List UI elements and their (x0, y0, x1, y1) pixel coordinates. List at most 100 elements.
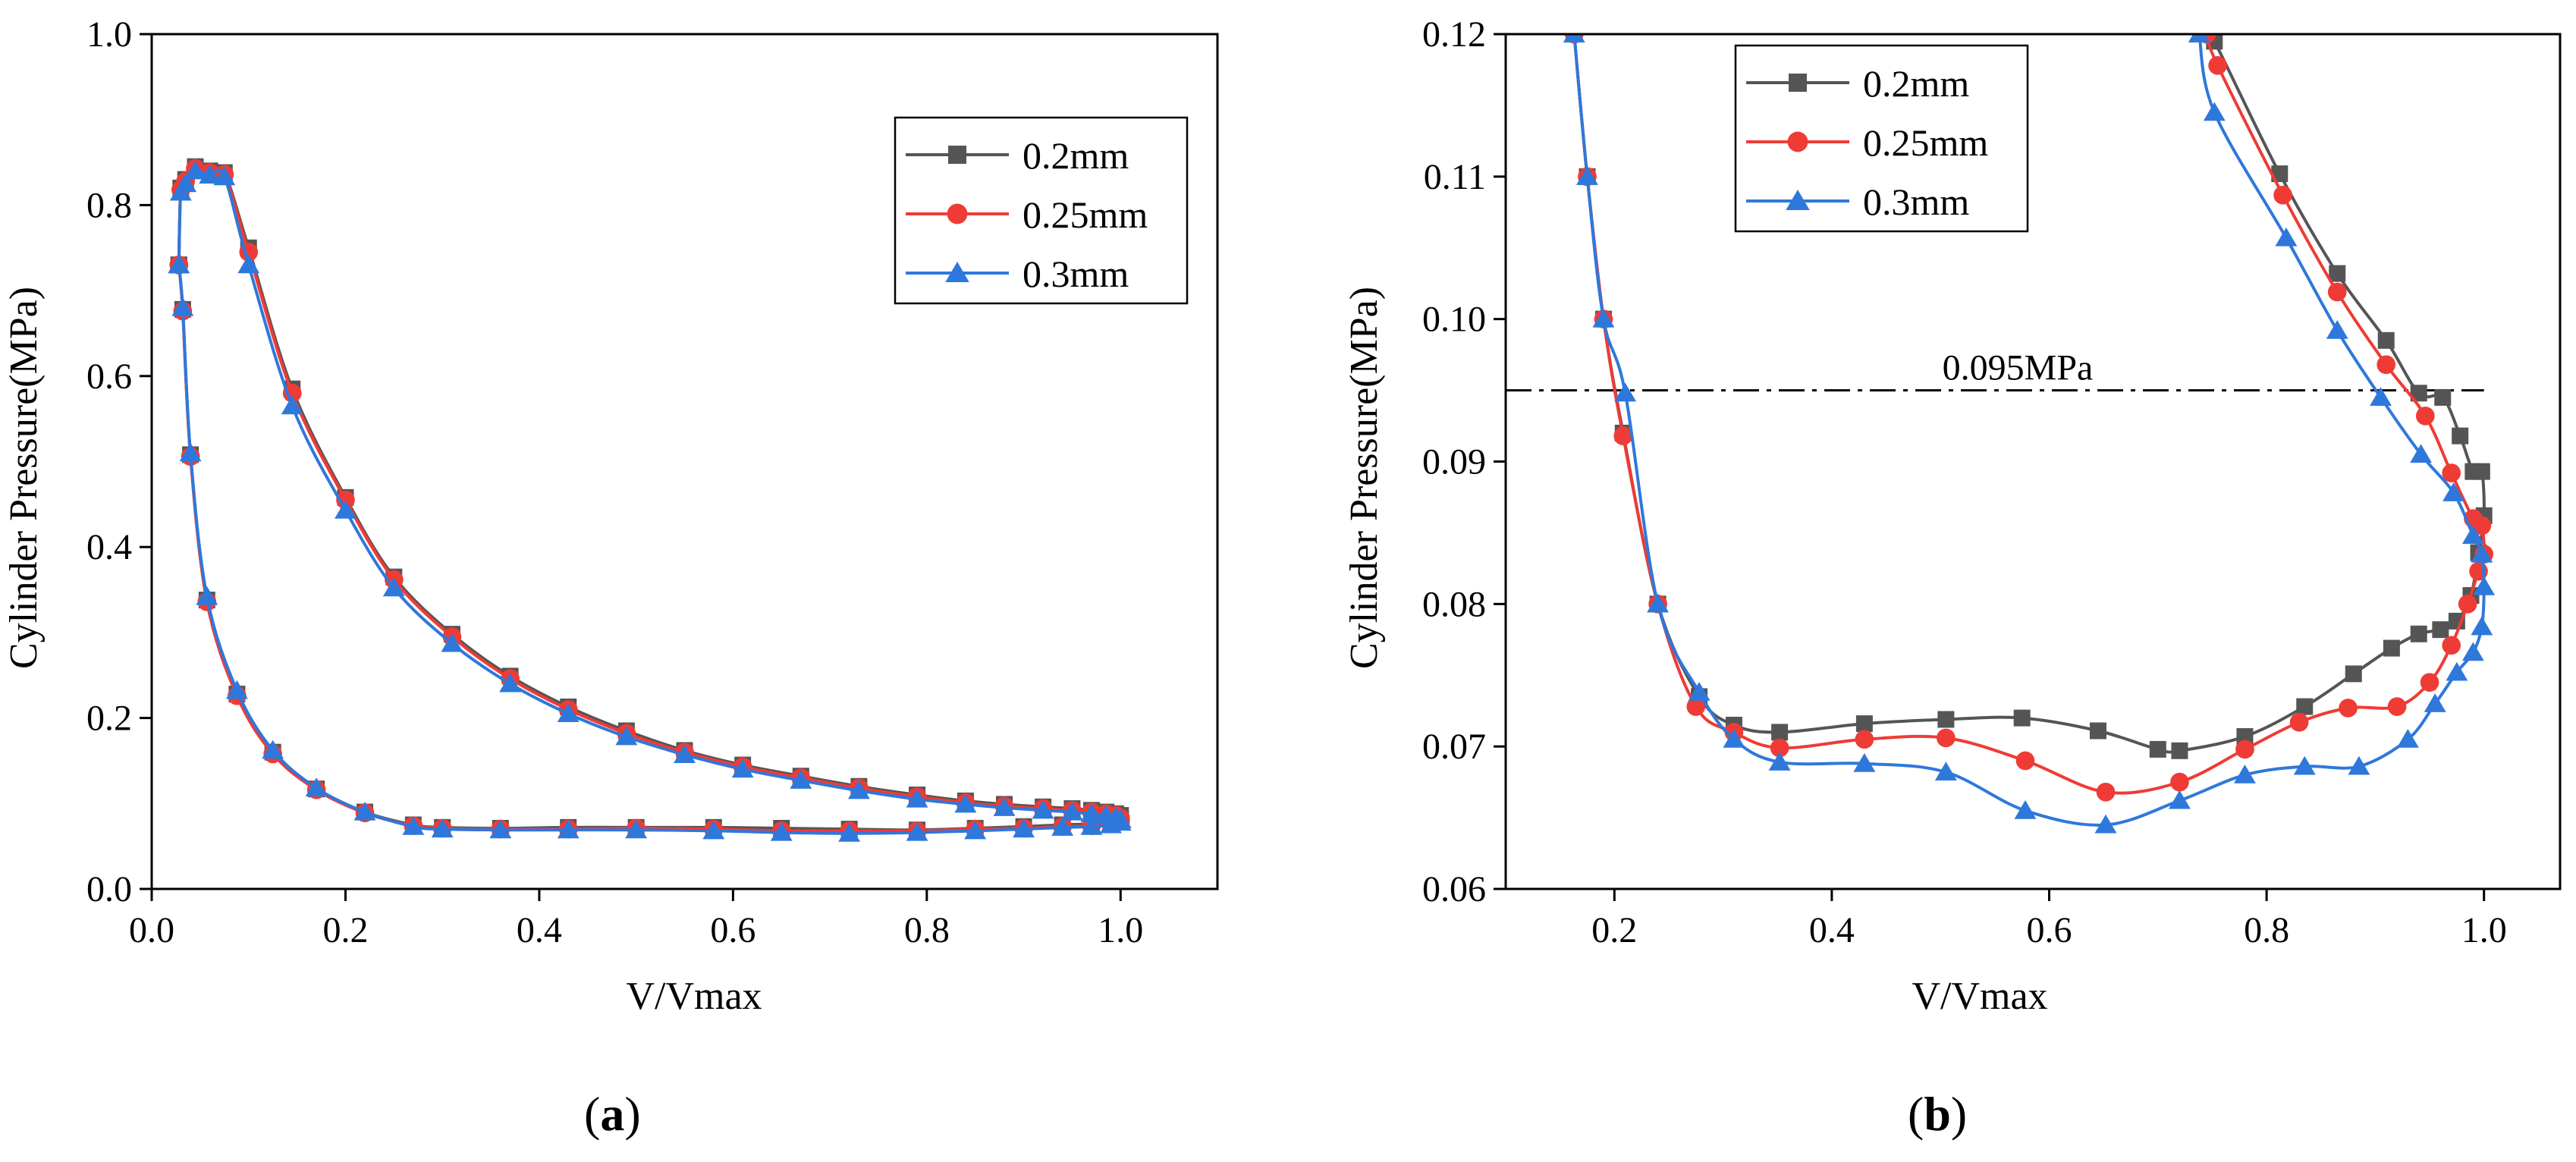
data-point-0.3mm (557, 703, 580, 722)
y-tick-label: 0.11 (1424, 157, 1486, 197)
panel-a-legend-label-0: 0.2mm (1023, 134, 1129, 177)
y-tick-label: 0.6 (86, 356, 132, 397)
data-point-0.3mm (262, 740, 284, 759)
data-point-0.3mm (790, 770, 812, 789)
data-point-0.3mm (674, 744, 696, 764)
data-point-0.3mm (2169, 790, 2191, 809)
data-point-0.25mm (2339, 699, 2358, 718)
data-point-0.25mm (1686, 697, 1706, 716)
data-point-0.2mm (2345, 665, 2362, 683)
data-point-0.2mm (2464, 463, 2482, 480)
x-tick-label: 1.0 (2461, 910, 2507, 950)
data-point-0.3mm (2293, 755, 2316, 775)
data-point-0.3mm (179, 442, 202, 462)
data-point-0.2mm (2013, 709, 2031, 727)
panel-b-legend-label-1: 0.25mm (1863, 121, 1988, 164)
data-point-0.3mm (1768, 752, 1791, 771)
panel-a-label-letter: a (600, 1087, 624, 1141)
panel-b-reference-label: 0.095MPa (1943, 348, 2094, 388)
data-point-0.3mm (1647, 593, 1670, 613)
y-tick-label: 1.0 (86, 14, 132, 55)
data-point-0.3mm (1688, 682, 1711, 701)
data-point-0.2mm (2432, 621, 2449, 639)
panel-b-chart: 0.2 0.4 0.6 0.8 1.0 0.06 0.07 0.08 0.09 0.10 0.11 0… (1343, 14, 2562, 1141)
data-point-0.3mm (702, 820, 725, 840)
y-tick-label: 0.4 (86, 527, 132, 567)
data-point-0.3mm (2410, 444, 2433, 463)
data-point-0.3mm (2275, 227, 2298, 247)
data-point-0.3mm (1723, 729, 1745, 748)
data-point-0.2mm (2089, 722, 2106, 740)
panel-a-y-axis-title: Cylinder Pressure(MPa) (2, 287, 46, 669)
data-point-0.3mm (1013, 818, 1035, 838)
data-point-0.3mm (906, 788, 928, 808)
data-point-0.3mm (1563, 34, 1585, 42)
panel-b-legend: 0.2mm 0.25mm 0.3mm (1734, 44, 2029, 233)
x-tick-label: 0.6 (710, 910, 756, 950)
data-point-0.3mm (2188, 34, 2210, 42)
panel-a-label: (a) (584, 1087, 641, 1141)
data-point-0.25mm (2377, 355, 2396, 375)
data-point-0.3mm (2446, 661, 2468, 681)
data-point-0.3mm (2471, 616, 2493, 636)
data-point-0.2mm (2236, 728, 2254, 746)
y-tick-label: 0.07 (1422, 727, 1486, 767)
y-tick-label: 0.0 (86, 869, 132, 909)
y-tick-label: 0.2 (86, 699, 132, 739)
data-point-0.3mm (2233, 764, 2256, 784)
data-point-0.25mm (2442, 463, 2461, 482)
data-point-0.3mm (625, 819, 648, 839)
data-point-0.25mm (1770, 738, 1789, 758)
panel-a-axes-frame (150, 33, 1219, 890)
x-tick-label: 1.0 (1098, 910, 1143, 950)
legend-marker-0.3mm (945, 262, 969, 282)
series-line-0.3mm (1572, 34, 2486, 827)
data-point-0.3mm (499, 673, 522, 692)
data-point-0.25mm (2015, 751, 2035, 771)
data-point-0.2mm (2383, 639, 2400, 657)
data-point-0.2mm (2149, 740, 2166, 758)
panel-b-label-letter: b (1924, 1087, 1951, 1141)
x-tick-label: 0.0 (129, 910, 174, 950)
panel-b-plot-area (1506, 34, 2496, 834)
data-point-0.3mm (1051, 817, 1074, 836)
data-point-0.3mm (1060, 801, 1083, 821)
data-point-0.3mm (847, 780, 870, 799)
data-point-0.3mm (353, 801, 376, 821)
data-point-0.2mm (2296, 698, 2314, 715)
data-point-0.3mm (174, 173, 197, 193)
data-point-0.3mm (1576, 166, 1598, 185)
panel-a-ticks: 0.0 0.2 0.4 0.6 0.8 1.0 0.0 0.2 0.4 0.6 0.8 1.0 (86, 14, 1143, 950)
x-tick-label: 0.8 (904, 910, 950, 950)
x-tick-label: 0.4 (1809, 910, 1855, 950)
x-tick-label: 0.6 (2026, 910, 2072, 950)
data-point-0.2mm (2434, 388, 2452, 406)
data-point-0.3mm (2473, 576, 2496, 595)
data-point-0.3mm (770, 821, 793, 841)
data-point-0.25mm (2170, 772, 2189, 792)
data-point-0.25mm (2415, 407, 2435, 426)
data-point-0.3mm (1853, 752, 1876, 772)
data-point-0.25mm (2442, 636, 2461, 655)
data-point-0.2mm (2171, 742, 2188, 759)
data-point-0.25mm (2273, 185, 2292, 205)
y-tick-label: 0.06 (1422, 869, 1486, 909)
data-point-0.3mm (731, 758, 754, 778)
data-point-0.3mm (838, 822, 861, 842)
y-tick-label: 0.10 (1422, 300, 1486, 340)
legend-marker-0.2mm (1789, 74, 1807, 92)
data-point-0.3mm (954, 793, 977, 813)
legend-marker-0.3mm (1786, 190, 1810, 210)
data-point-0.25mm (2387, 697, 2407, 716)
data-point-0.3mm (1614, 382, 1637, 402)
data-point-0.3mm (305, 777, 328, 797)
x-tick-label: 0.4 (517, 910, 562, 950)
legend-marker-0.25mm (947, 203, 968, 225)
panel-b-label: (b) (1908, 1087, 1967, 1141)
panel-b-y-axis-title: Cylinder Pressure(MPa) (1343, 287, 1386, 669)
legend-marker-0.2mm (948, 146, 966, 164)
data-point-0.25mm (2327, 282, 2347, 302)
data-point-0.3mm (2442, 482, 2465, 501)
data-point-0.3mm (2424, 693, 2446, 712)
data-point-0.25mm (2458, 595, 2477, 614)
